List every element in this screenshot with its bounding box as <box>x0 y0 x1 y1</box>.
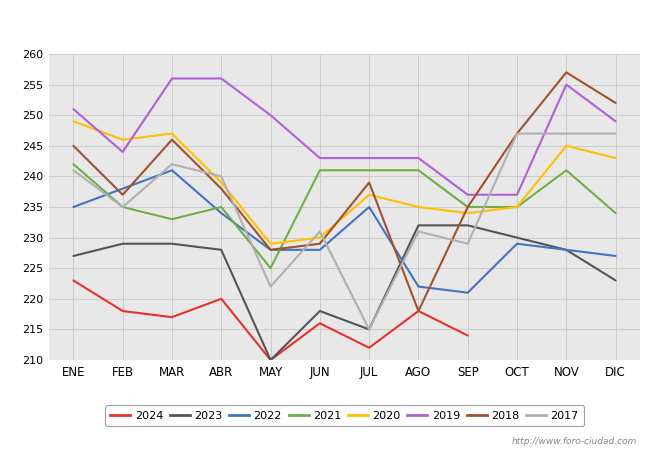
Text: http://www.foro-ciudad.com: http://www.foro-ciudad.com <box>512 436 637 446</box>
Text: Afiliados en Jete a 30/9/2024: Afiliados en Jete a 30/9/2024 <box>205 11 445 29</box>
Legend: 2024, 2023, 2022, 2021, 2020, 2019, 2018, 2017: 2024, 2023, 2022, 2021, 2020, 2019, 2018… <box>105 405 584 427</box>
